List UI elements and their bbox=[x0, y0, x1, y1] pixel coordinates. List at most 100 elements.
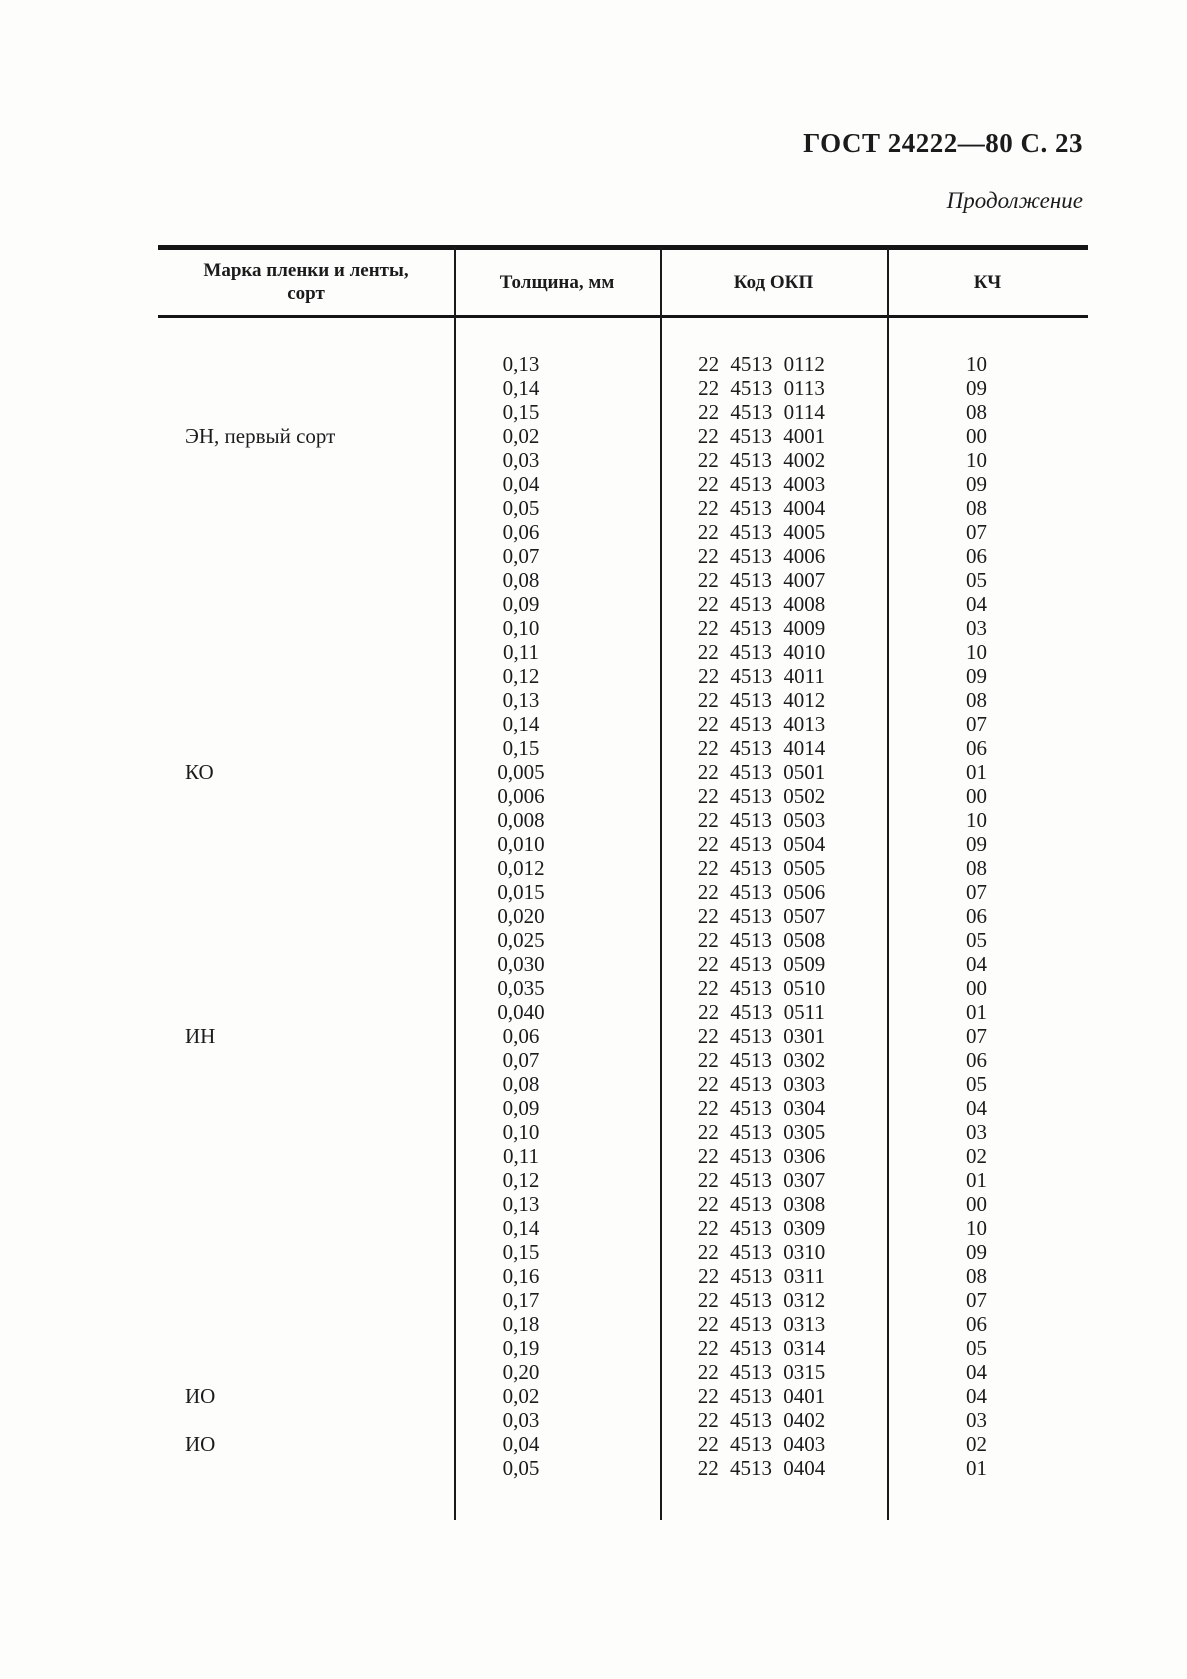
cell-okp-code: 22 4513 0304 bbox=[697, 1096, 826, 1120]
column-divider bbox=[887, 247, 889, 1520]
cell-mark: ИО bbox=[185, 1432, 216, 1456]
table-row: 0,09 22 4513 4008 04 bbox=[158, 592, 1088, 616]
cell-mark bbox=[158, 1264, 454, 1288]
cell-okp-code: 22 4513 0309 bbox=[697, 1216, 826, 1240]
cell-mark bbox=[158, 640, 454, 664]
cell-mark bbox=[158, 1360, 454, 1384]
table-row: 0,035 22 4513 0510 00 bbox=[158, 976, 1088, 1000]
table-row: 0,07 22 4513 4006 06 bbox=[158, 544, 1088, 568]
cell-kch: 01 bbox=[966, 1000, 987, 1024]
cell-mark bbox=[158, 784, 454, 808]
cell-kch: 10 bbox=[966, 1216, 987, 1240]
cell-mark bbox=[158, 592, 454, 616]
cell-thickness: 0,19 bbox=[502, 1336, 540, 1360]
cell-kch: 00 bbox=[966, 976, 987, 1000]
cell-okp-code: 22 4513 0509 bbox=[697, 952, 826, 976]
table-row: 0,006 22 4513 0502 00 bbox=[158, 784, 1088, 808]
cell-kch: 08 bbox=[966, 856, 987, 880]
table-row: 0,20 22 4513 0315 04 bbox=[158, 1360, 1088, 1384]
cell-kch: 01 bbox=[966, 760, 987, 784]
cell-thickness: 0,040 bbox=[497, 1000, 545, 1024]
cell-kch: 05 bbox=[966, 1336, 987, 1360]
cell-okp-code: 22 4513 4011 bbox=[698, 664, 825, 688]
cell-kch: 03 bbox=[966, 616, 987, 640]
table-row: 0,14 22 4513 0309 10 bbox=[158, 1216, 1088, 1240]
cell-kch: 07 bbox=[966, 712, 987, 736]
cell-kch: 01 bbox=[966, 1456, 987, 1480]
cell-kch: 04 bbox=[966, 1360, 987, 1384]
cell-okp-code: 22 4513 4009 bbox=[697, 616, 826, 640]
table-row: 0,12 22 4513 4011 09 bbox=[158, 664, 1088, 688]
cell-kch: 08 bbox=[966, 496, 987, 520]
cell-mark bbox=[158, 1144, 454, 1168]
cell-okp-code: 22 4513 4014 bbox=[697, 736, 826, 760]
cell-thickness: 0,05 bbox=[502, 496, 540, 520]
table-row: 0,05 22 4513 4004 08 bbox=[158, 496, 1088, 520]
cell-mark bbox=[158, 448, 454, 472]
cell-kch: 02 bbox=[966, 1432, 987, 1456]
cell-kch: 07 bbox=[966, 520, 987, 544]
cell-mark bbox=[158, 1312, 454, 1336]
table-row: 0,03 22 4513 4002 10 bbox=[158, 448, 1088, 472]
cell-thickness: 0,02 bbox=[502, 1384, 540, 1408]
table-row: 0,13 22 4513 0112 10 bbox=[158, 352, 1088, 376]
cell-kch: 10 bbox=[966, 448, 987, 472]
cell-okp-code: 22 4513 0312 bbox=[697, 1288, 826, 1312]
table-row: 0,09 22 4513 0304 04 bbox=[158, 1096, 1088, 1120]
cell-thickness: 0,17 bbox=[502, 1288, 540, 1312]
cell-mark bbox=[158, 1048, 454, 1072]
header-okp-code: Код ОКП bbox=[733, 271, 814, 293]
cell-okp-code: 22 4513 0403 bbox=[697, 1432, 826, 1456]
cell-thickness: 0,14 bbox=[502, 376, 540, 400]
cell-kch: 04 bbox=[966, 592, 987, 616]
header-kch: КЧ bbox=[973, 271, 1002, 293]
table-row: 0,13 22 4513 4012 08 bbox=[158, 688, 1088, 712]
cell-okp-code: 22 4513 4005 bbox=[697, 520, 826, 544]
cell-mark bbox=[158, 544, 454, 568]
cell-kch: 06 bbox=[966, 544, 987, 568]
cell-okp-code: 22 4513 0502 bbox=[697, 784, 826, 808]
cell-mark bbox=[158, 976, 454, 1000]
cell-thickness: 0,10 bbox=[502, 1120, 540, 1144]
standard-page-header: ГОСТ 24222—80 С. 23 bbox=[803, 128, 1083, 158]
cell-okp-code: 22 4513 4004 bbox=[697, 496, 826, 520]
cell-kch: 05 bbox=[966, 928, 987, 952]
okp-codes-table: Марка пленки и ленты, сорт Толщина, мм К… bbox=[158, 245, 1088, 1520]
header-thickness: Толщина, мм bbox=[499, 271, 615, 293]
cell-okp-code: 22 4513 0303 bbox=[697, 1072, 826, 1096]
cell-mark bbox=[158, 1456, 454, 1480]
cell-thickness: 0,08 bbox=[502, 1072, 540, 1096]
table-row: ИН 0,06 22 4513 0301 07 bbox=[158, 1024, 1088, 1048]
cell-mark bbox=[158, 832, 454, 856]
table-row: ИО 0,04 22 4513 0403 02 bbox=[158, 1432, 1088, 1456]
cell-kch: 00 bbox=[966, 424, 987, 448]
cell-thickness: 0,12 bbox=[502, 1168, 540, 1192]
cell-okp-code: 22 4513 4003 bbox=[697, 472, 826, 496]
cell-thickness: 0,06 bbox=[502, 520, 540, 544]
cell-mark bbox=[158, 472, 454, 496]
cell-kch: 10 bbox=[966, 352, 987, 376]
cell-kch: 05 bbox=[966, 568, 987, 592]
cell-mark bbox=[158, 880, 454, 904]
table-row: 0,030 22 4513 0509 04 bbox=[158, 952, 1088, 976]
cell-thickness: 0,10 bbox=[502, 616, 540, 640]
cell-mark bbox=[158, 568, 454, 592]
cell-okp-code: 22 4513 0505 bbox=[697, 856, 826, 880]
table-body: 0,13 22 4513 0112 10 0,14 22 4513 0113 0… bbox=[158, 352, 1088, 1480]
cell-thickness: 0,14 bbox=[502, 712, 540, 736]
cell-okp-code: 22 4513 0504 bbox=[697, 832, 826, 856]
table-row: 0,040 22 4513 0511 01 bbox=[158, 1000, 1088, 1024]
cell-kch: 10 bbox=[966, 808, 987, 832]
cell-thickness: 0,03 bbox=[502, 448, 540, 472]
cell-thickness: 0,12 bbox=[502, 664, 540, 688]
cell-kch: 09 bbox=[966, 1240, 987, 1264]
cell-mark: ЭН, первый сорт bbox=[185, 424, 336, 448]
cell-kch: 09 bbox=[966, 832, 987, 856]
cell-mark bbox=[158, 1072, 454, 1096]
cell-okp-code: 22 4513 0503 bbox=[697, 808, 826, 832]
table-row: 0,025 22 4513 0508 05 bbox=[158, 928, 1088, 952]
cell-mark bbox=[158, 1240, 454, 1264]
cell-mark bbox=[158, 736, 454, 760]
cell-okp-code: 22 4513 4008 bbox=[697, 592, 826, 616]
cell-kch: 02 bbox=[966, 1144, 987, 1168]
